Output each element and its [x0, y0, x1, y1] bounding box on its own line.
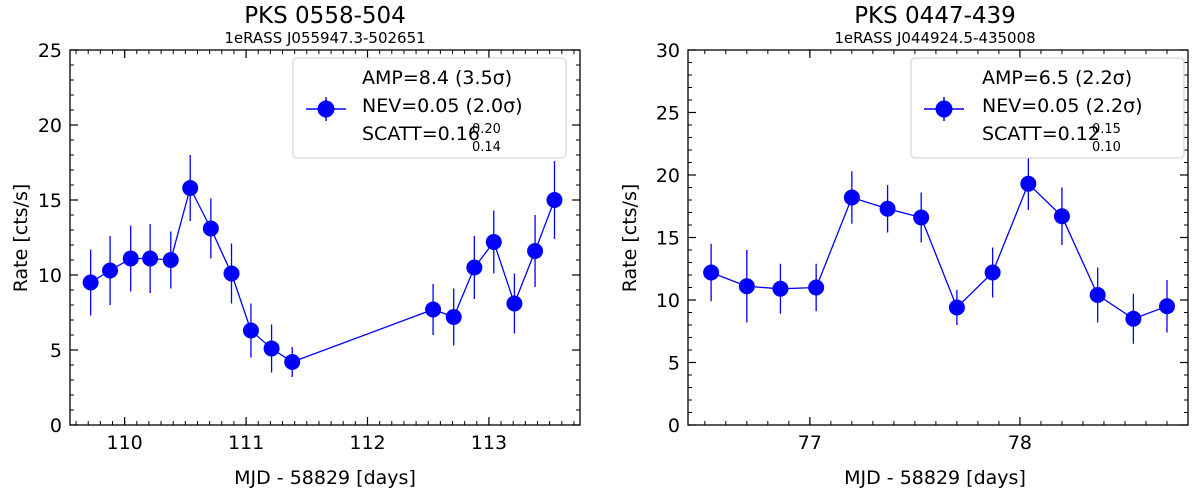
chart-title: PKS 0558-504 — [244, 3, 406, 29]
x-tick-label: 110 — [107, 432, 143, 454]
data-point — [102, 262, 119, 279]
data-point — [485, 234, 502, 250]
data-point — [162, 252, 179, 268]
legend-scatt: SCATT=0.16 — [362, 123, 480, 145]
data-point — [913, 209, 930, 226]
data-point — [1053, 208, 1070, 225]
data-point — [425, 301, 442, 318]
data-point — [445, 309, 462, 325]
y-tick-label: 25 — [38, 40, 62, 62]
legend-scatt-sub: 0.14 — [472, 140, 501, 155]
data-point — [772, 280, 789, 297]
y-tick-label: 0 — [50, 415, 62, 437]
legend-box — [910, 57, 1185, 159]
y-tick-label: 10 — [38, 265, 62, 287]
y-tick-label: 15 — [656, 228, 680, 250]
data-point — [263, 340, 280, 357]
data-point — [142, 250, 159, 267]
x-axis-label: MJD - 58829 [days] — [234, 467, 416, 489]
y-axis-label: Rate [cts/s] — [619, 184, 641, 293]
x-tick-label: 111 — [228, 432, 264, 454]
x-axis-label: MJD - 58829 [days] — [844, 467, 1026, 489]
x-tick-label: 77 — [798, 432, 822, 454]
series-line — [90, 186, 556, 363]
data-point — [122, 250, 139, 267]
data-point — [879, 200, 896, 217]
data-point — [1125, 310, 1142, 327]
x-tick-label: 78 — [1008, 432, 1032, 454]
y-tick-label: 30 — [656, 40, 680, 62]
chart-title: PKS 0447-439 — [854, 3, 1016, 29]
legend-scatt-sup: 0.15 — [1092, 122, 1121, 137]
data-point — [948, 299, 965, 316]
data-point — [466, 259, 483, 276]
y-axis-label: Rate [cts/s] — [10, 184, 32, 293]
data-point — [1089, 287, 1106, 303]
y-tick-label: 10 — [656, 290, 680, 312]
chart-subtitle: 1eRASS J055947.3-502651 — [224, 29, 425, 47]
legend-amp: AMP=6.5 (2.2σ) — [982, 67, 1132, 89]
data-point — [527, 243, 544, 259]
data-point — [82, 274, 99, 291]
legend-nev: NEV=0.05 (2.0σ) — [362, 95, 523, 117]
legend-nev: NEV=0.05 (2.2σ) — [982, 95, 1143, 117]
y-tick-label: 5 — [50, 340, 62, 362]
y-tick-label: 15 — [38, 190, 62, 212]
legend-amp: AMP=8.4 (3.5σ) — [362, 67, 512, 89]
data-point — [182, 180, 199, 196]
data-point — [202, 220, 219, 237]
y-tick-label: 20 — [656, 165, 680, 187]
data-point — [506, 295, 523, 312]
data-point — [546, 192, 563, 208]
panel-pks-0558-504: PKS 0558-504 1eRASS J055947.3-502651 MJD… — [10, 3, 581, 489]
data-point — [242, 322, 259, 339]
legend-marker — [935, 100, 953, 118]
data-point — [843, 189, 860, 206]
data-point — [703, 264, 720, 281]
y-tick-label: 0 — [668, 415, 680, 437]
plot-area: 77 78 0 5 10 15 20 25 30 — [656, 40, 1189, 454]
y-tick-label: 25 — [656, 103, 680, 125]
y-tick-label: 20 — [38, 115, 62, 137]
data-point — [808, 279, 825, 296]
plot-area: 110 111 112 113 0 5 10 15 20 25 — [38, 40, 581, 454]
data-point — [223, 265, 240, 282]
legend: AMP=8.4 (3.5σ) NEV=0.05 (2.0σ) SCATT=0.1… — [292, 57, 567, 159]
legend-scatt: SCATT=0.12 — [982, 123, 1100, 145]
legend-marker — [317, 100, 335, 118]
legend-scatt-sub: 0.10 — [1092, 140, 1121, 155]
data-point — [1020, 175, 1037, 192]
legend-scatt-sup: 0.20 — [472, 122, 501, 137]
data-point — [984, 264, 1001, 281]
chart-subtitle: 1eRASS J044924.5-435008 — [834, 29, 1035, 47]
data-point — [284, 354, 301, 370]
data-point — [1158, 298, 1175, 315]
legend-box — [292, 57, 567, 159]
y-tick-label: 5 — [668, 353, 680, 375]
panel-pks-0447-439: PKS 0447-439 1eRASS J044924.5-435008 MJD… — [619, 3, 1189, 489]
data-point — [738, 278, 755, 295]
legend: AMP=6.5 (2.2σ) NEV=0.05 (2.2σ) SCATT=0.1… — [910, 57, 1185, 159]
x-tick-label: 113 — [471, 432, 507, 454]
axes-frame — [69, 49, 581, 426]
x-tick-label: 112 — [349, 432, 385, 454]
